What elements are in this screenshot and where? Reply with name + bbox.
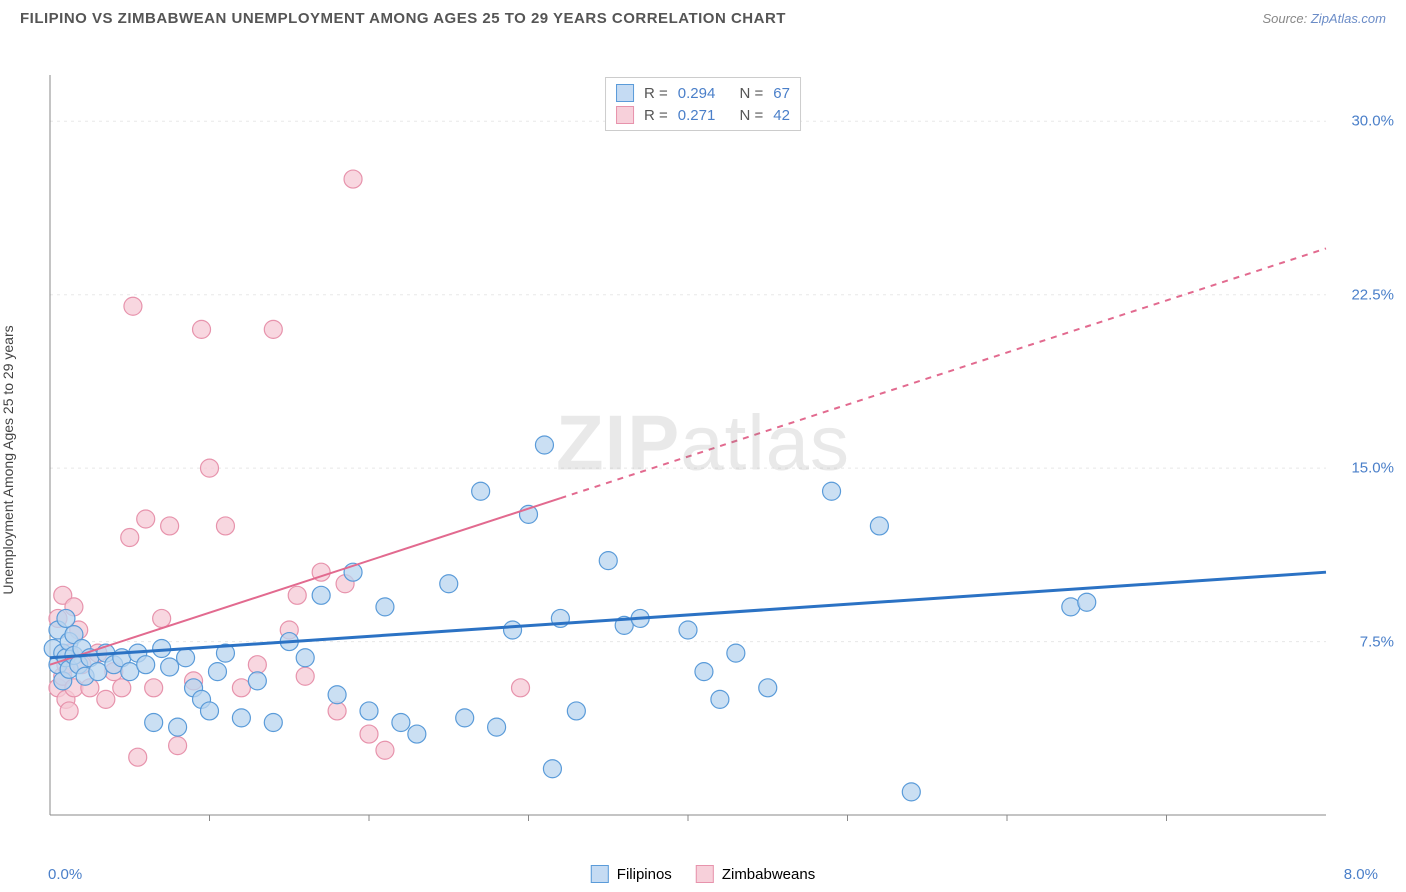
x-axis-max-label: 8.0% (1344, 866, 1378, 883)
r-value: 0.294 (678, 85, 716, 102)
series-legend: Filipinos Zimbabweans (591, 865, 815, 883)
scatter-plot (0, 35, 1406, 855)
legend-item-filipinos: Filipinos (591, 865, 672, 883)
stats-legend: R = 0.294 N = 67 R = 0.271 N = 42 (605, 77, 801, 131)
y-tick-label: 22.5% (1351, 286, 1394, 303)
chart-title: FILIPINO VS ZIMBABWEAN UNEMPLOYMENT AMON… (20, 10, 786, 27)
legend-label: Zimbabweans (722, 866, 815, 883)
chart-container: Unemployment Among Ages 25 to 29 years Z… (0, 35, 1406, 885)
n-label: N = (740, 107, 764, 124)
legend-item-zimbabweans: Zimbabweans (696, 865, 815, 883)
y-tick-label: 15.0% (1351, 460, 1394, 477)
legend-swatch-pink (616, 106, 634, 124)
source-attribution: Source: ZipAtlas.com (1262, 11, 1386, 26)
n-label: N = (740, 85, 764, 102)
legend-swatch-blue (616, 84, 634, 102)
y-axis-label: Unemployment Among Ages 25 to 29 years (0, 325, 16, 594)
legend-label: Filipinos (617, 866, 672, 883)
n-value: 42 (773, 107, 790, 124)
y-tick-label: 30.0% (1351, 113, 1394, 130)
r-value: 0.271 (678, 107, 716, 124)
source-link[interactable]: ZipAtlas.com (1311, 11, 1386, 26)
stats-legend-row: R = 0.271 N = 42 (616, 104, 790, 126)
n-value: 67 (773, 85, 790, 102)
y-tick-label: 7.5% (1360, 633, 1394, 650)
legend-swatch-pink (696, 865, 714, 883)
stats-legend-row: R = 0.294 N = 67 (616, 82, 790, 104)
legend-swatch-blue (591, 865, 609, 883)
r-label: R = (644, 85, 668, 102)
chart-header: FILIPINO VS ZIMBABWEAN UNEMPLOYMENT AMON… (0, 0, 1406, 35)
r-label: R = (644, 107, 668, 124)
source-prefix: Source: (1262, 11, 1310, 26)
x-axis-min-label: 0.0% (48, 866, 82, 883)
